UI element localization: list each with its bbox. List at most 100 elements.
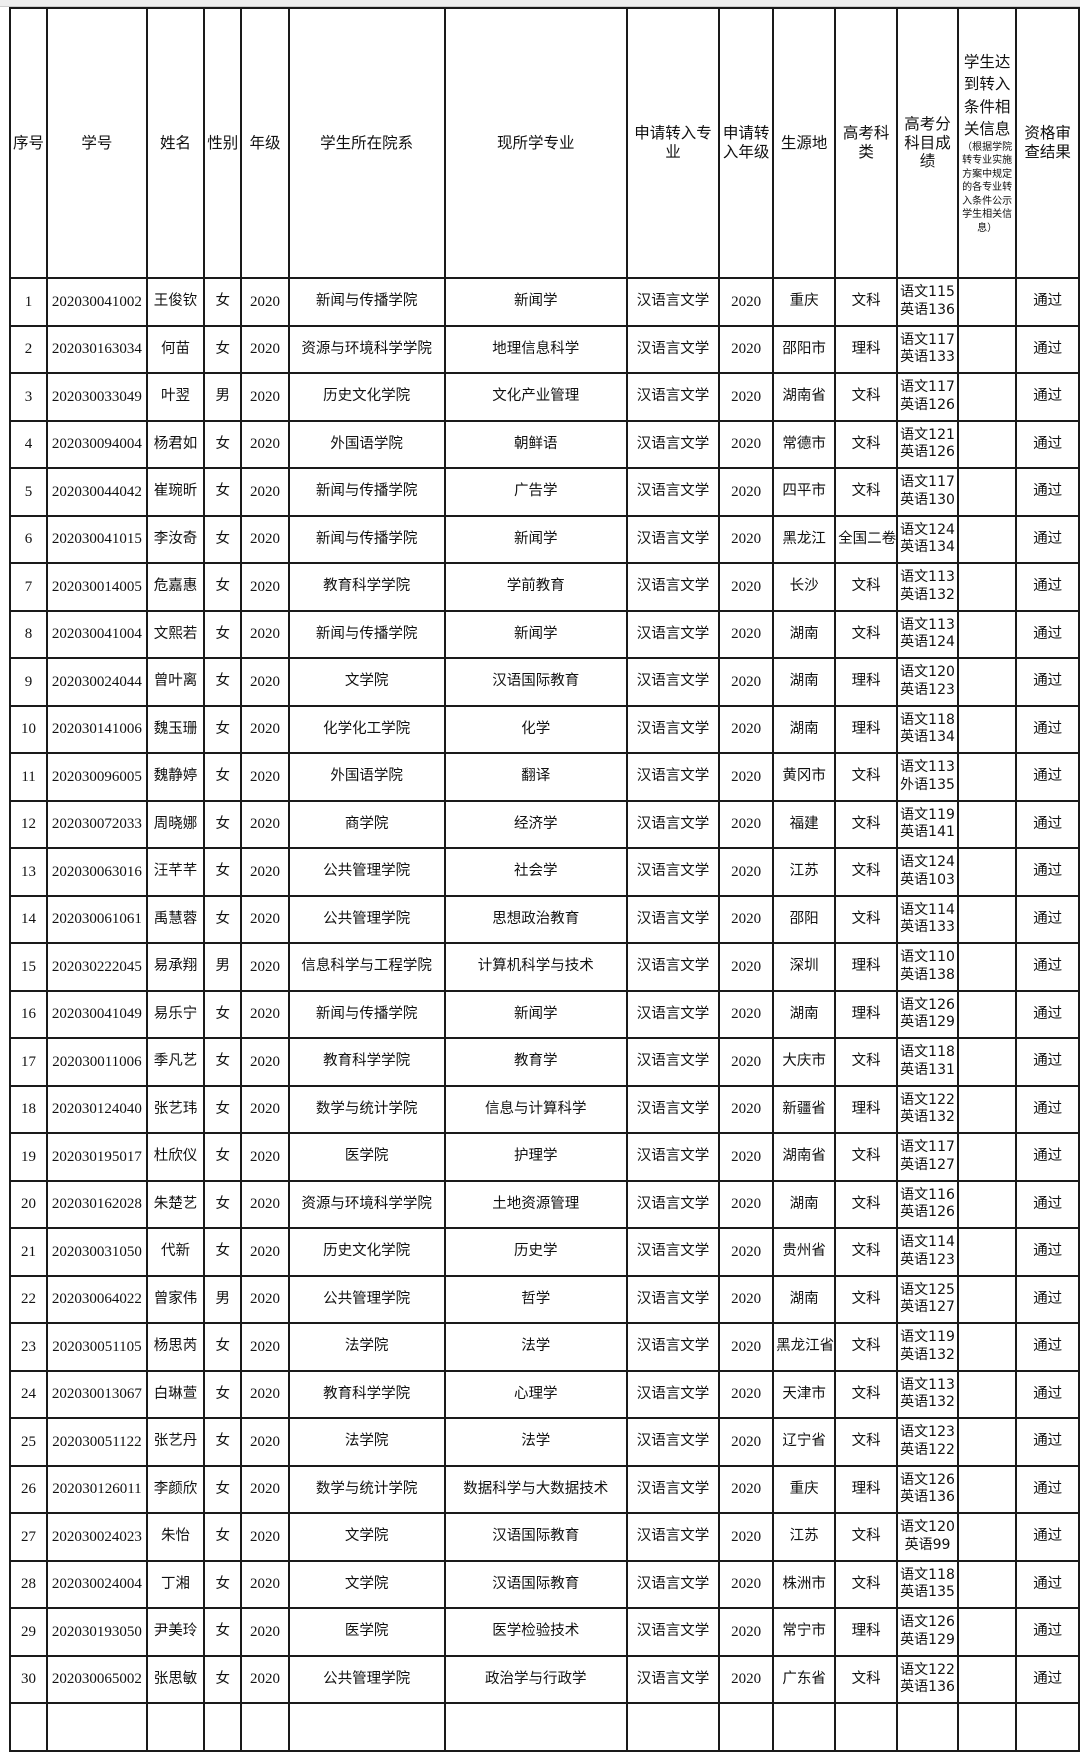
table-row: 2 202030163034 何苗女 2020 资源与环境科学学院 地理信息科学 汉语言文学…: [8, 324, 1080, 374]
cell-gender: 男: [203, 1274, 243, 1324]
cell-student-id: 202030041002: [46, 277, 148, 327]
cell-gender: 女: [203, 609, 243, 659]
cell-conditions: [956, 894, 1018, 944]
cell-target-major: 汉语言文学: [625, 1607, 721, 1657]
cell-grade: 2020: [240, 514, 290, 564]
cell-gender: 男: [203, 942, 243, 992]
cell-college: 数学与统计学院: [287, 1464, 446, 1514]
cell-gender: 女: [203, 1607, 243, 1657]
cell-conditions: [956, 1037, 1018, 1087]
cell-conditions: [956, 514, 1018, 564]
cell-name: 尹美玲: [145, 1607, 206, 1657]
cell-target-major: 汉语言文学: [625, 1369, 721, 1419]
cell-origin: 贵州省: [772, 1227, 837, 1277]
cell-gender: 女: [203, 1654, 243, 1704]
cell-origin: 常德市: [772, 419, 837, 469]
cell-scores: 语文117 英语133: [896, 324, 959, 374]
header-conditions-title: 学生达到转入条件相关信息: [963, 52, 1011, 139]
cell-conditions: [956, 657, 1018, 707]
table-row: 7 202030014005 危嘉惠女 2020 教育科学学院 学前教育 汉语言文学 2020…: [8, 562, 1080, 612]
cell-seq: 7: [8, 562, 49, 612]
cell-seq: 28: [8, 1559, 49, 1609]
cell-target-grade: 2020: [718, 1084, 775, 1134]
cell-major: 土地资源管理: [443, 1179, 628, 1229]
cell-name: 李汝奇: [145, 514, 206, 564]
cell-result: 通过: [1015, 704, 1080, 754]
cell-grade: 2020: [240, 704, 290, 754]
cell-target-major: 汉语言文学: [625, 1274, 721, 1324]
cell-major: 翻译: [443, 752, 628, 802]
cell-student-id: 202030094004: [46, 419, 148, 469]
cell-grade: 2020: [240, 1464, 290, 1514]
cell-empty: [287, 1702, 446, 1752]
cell-major: 心理学: [443, 1369, 628, 1419]
cell-result: 通过: [1015, 1464, 1080, 1514]
cell-student-id: 202030193050: [46, 1607, 148, 1657]
cell-college: 历史文化学院: [287, 372, 446, 422]
cell-empty: [896, 1702, 959, 1752]
cell-major: 化学: [443, 704, 628, 754]
cell-target-grade: 2020: [718, 657, 775, 707]
cell-empty: [834, 1702, 899, 1752]
cell-scores: 语文117 英语126: [896, 372, 959, 422]
cell-seq: 15: [8, 942, 49, 992]
cell-origin: 湖南: [772, 989, 837, 1039]
cell-conditions: [956, 989, 1018, 1039]
table-row: 18 202030124040 张艺玮女 2020 数学与统计学院 信息与计算科学 汉语言文…: [8, 1084, 1080, 1134]
table-row: 17 202030011006 季凡艺女 2020 教育科学学院 教育学 汉语言文学 2020…: [8, 1037, 1080, 1087]
cell-target-grade: 2020: [718, 609, 775, 659]
cell-grade: 2020: [240, 894, 290, 944]
cell-student-id: 202030141006: [46, 704, 148, 754]
cell-result: 通过: [1015, 277, 1080, 327]
cell-target-major: 汉语言文学: [625, 419, 721, 469]
cell-seq: 14: [8, 894, 49, 944]
cell-target-major: 汉语言文学: [625, 1654, 721, 1704]
score-english: 英语136: [900, 1489, 955, 1506]
cell-conditions: [956, 942, 1018, 992]
cell-student-id: 202030124040: [46, 1084, 148, 1134]
score-chinese: 语文114: [900, 1234, 955, 1251]
cell-name: 叶翌: [145, 372, 206, 422]
cell-student-id: 202030072033: [46, 799, 148, 849]
cell-grade: 2020: [240, 1559, 290, 1609]
cell-exam-type: 文科: [834, 277, 899, 327]
cell-scores: 语文113 英语132: [896, 562, 959, 612]
score-chinese: 语文118: [900, 711, 955, 728]
cell-origin: 湖南省: [772, 1132, 837, 1182]
cell-seq: 30: [8, 1654, 49, 1704]
cell-seq: 2: [8, 324, 49, 374]
cell-conditions: [956, 799, 1018, 849]
cell-target-grade: 2020: [718, 1179, 775, 1229]
cell-origin: 天津市: [772, 1369, 837, 1419]
header-name: 姓名: [145, 7, 206, 279]
cell-result: 通过: [1015, 1322, 1080, 1372]
score-english: 英语129: [900, 1014, 955, 1031]
cell-result: 通过: [1015, 1132, 1080, 1182]
cell-target-grade: 2020: [718, 1227, 775, 1277]
cell-gender: 女: [203, 894, 243, 944]
cell-origin: 广东省: [772, 1654, 837, 1704]
cell-seq: 25: [8, 1417, 49, 1467]
score-english: 外语135: [900, 776, 955, 793]
cell-target-grade: 2020: [718, 1607, 775, 1657]
score-english: 英语134: [900, 539, 955, 556]
table-row: 14 202030061061 禹慧蓉女 2020 公共管理学院 思想政治教育 汉语言文学 2…: [8, 894, 1080, 944]
cell-grade: 2020: [240, 752, 290, 802]
cell-scores: 语文118 英语135: [896, 1559, 959, 1609]
cell-grade: 2020: [240, 1037, 290, 1087]
score-english: 英语122: [900, 1441, 955, 1458]
cell-gender: 女: [203, 752, 243, 802]
cell-major: 法学: [443, 1417, 628, 1467]
cell-grade: 2020: [240, 1417, 290, 1467]
cell-exam-type: 文科: [834, 1274, 899, 1324]
score-english: 英语132: [900, 1109, 955, 1126]
table-row: 1 202030041002 王俊钦女 2020 新闻与传播学院 新闻学 汉语言文学 2020…: [8, 277, 1080, 327]
cell-target-grade: 2020: [718, 514, 775, 564]
cell-gender: 女: [203, 1369, 243, 1419]
cell-target-major: 汉语言文学: [625, 1132, 721, 1182]
score-english: 英语123: [900, 1251, 955, 1268]
cell-origin: 湖南省: [772, 372, 837, 422]
score-english: 英语126: [900, 396, 955, 413]
cell-college: 外国语学院: [287, 419, 446, 469]
score-chinese: 语文117: [900, 474, 955, 491]
